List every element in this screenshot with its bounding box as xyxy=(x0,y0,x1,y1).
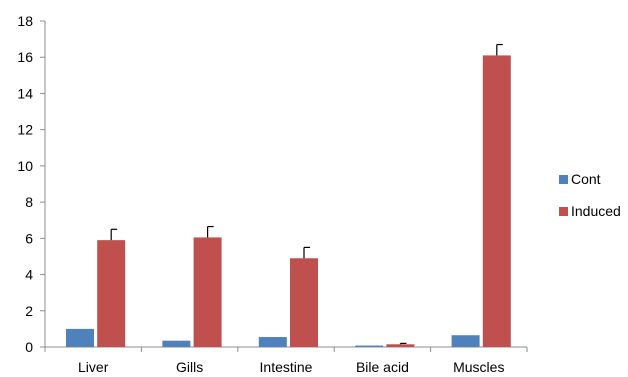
bar-induced-liver xyxy=(97,240,126,347)
y-tick-label: 8 xyxy=(25,194,33,210)
legend-swatch-induced xyxy=(559,207,568,216)
y-tick-label: 10 xyxy=(17,158,33,174)
legend-label-induced: Induced xyxy=(571,203,621,219)
bar-induced-gills xyxy=(193,237,222,347)
bar-induced-muscles xyxy=(482,55,511,348)
y-tick-label: 12 xyxy=(17,122,33,138)
bar-induced-intestine xyxy=(290,258,318,347)
y-tick-label: 6 xyxy=(25,230,33,246)
y-tick-label: 0 xyxy=(25,339,33,355)
legend-swatch-cont xyxy=(559,175,568,184)
legend: Cont Induced xyxy=(559,171,621,219)
bar-induced-bile-acid xyxy=(386,344,415,347)
bar-cont-intestine xyxy=(258,337,287,347)
x-tick-label: Liver xyxy=(78,359,109,375)
bar-cont-muscles xyxy=(451,335,480,347)
x-tick-label: Muscles xyxy=(453,359,504,375)
y-tick-label: 16 xyxy=(17,49,33,65)
y-tick-label: 4 xyxy=(25,267,33,283)
y-tick-label: 2 xyxy=(25,303,33,319)
bar-cont-bile-acid xyxy=(355,345,384,347)
x-tick-label: Bile acid xyxy=(356,359,409,375)
x-tick-label: Intestine xyxy=(260,359,313,375)
y-tick-label: 18 xyxy=(17,13,33,29)
plot-area: 0 2 4 6 8 10 12 14 16 18 Liver Gills Intestine Bile a… xyxy=(17,13,528,375)
y-tick-label: 14 xyxy=(17,85,33,101)
bar-cont-gills xyxy=(162,340,191,347)
bar-cont-liver xyxy=(66,328,94,347)
legend-label-cont: Cont xyxy=(571,171,601,187)
x-tick-label: Gills xyxy=(176,359,203,375)
